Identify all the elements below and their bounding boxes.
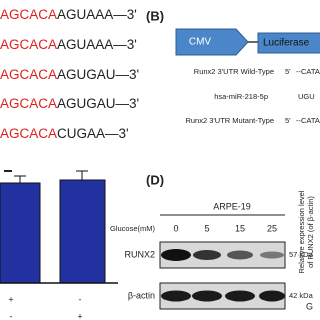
seed-match: AGCACA [0, 96, 57, 111]
dose: 5 [204, 223, 209, 233]
sequence: AGCACACUGAA—3' [0, 126, 129, 141]
band [192, 290, 222, 302]
row-end: 5' [285, 67, 291, 76]
treatment-sign: + [8, 294, 13, 304]
axis-label: Relative expression level [297, 190, 306, 273]
promoter-label: CMV [189, 37, 212, 48]
sequence-rest: AGUGAU—3' [57, 96, 139, 111]
sequence-rest: AGUAAA—3' [57, 37, 137, 52]
row-end: 5' [285, 116, 291, 125]
sequence-list: AGCACAAGUAAA—3'AGCACAAGUAAA—3'AGCACAAGUG… [0, 7, 139, 141]
band [193, 250, 221, 260]
protein-label: β-actin [128, 290, 155, 300]
sequence: AGCACAAGUAAA—3' [0, 37, 137, 52]
reporter-label: Luciferase [263, 38, 310, 49]
protein-label: RUNX2 [124, 249, 155, 259]
promoter-arrow [175, 28, 249, 56]
row-name: hsa-miR-218-5p [214, 92, 268, 101]
sequence-rest: AGUGAU—3' [57, 67, 139, 82]
reporter-box [257, 32, 320, 54]
bar [0, 182, 41, 284]
error-bar [14, 170, 88, 183]
sequence-rest: CUGAA—3' [57, 126, 129, 141]
treatment-sign: - [10, 311, 13, 320]
treatment-sign: + [77, 311, 82, 320]
dose: 15 [235, 223, 245, 233]
dose: 25 [267, 223, 277, 233]
band [227, 250, 253, 260]
band [161, 290, 191, 302]
seed-match: AGCACA [0, 67, 57, 82]
row-sequence: --CATA [296, 116, 320, 125]
band [260, 251, 284, 259]
sequence: AGCACAAGUAAA—3' [0, 7, 137, 22]
row-sequence: --CATA [296, 67, 320, 76]
dose: 0 [173, 223, 178, 233]
axis-label: of RUNX2 (of β-actin) [306, 196, 315, 268]
size-label: 42 kDa [289, 291, 314, 300]
bar [59, 179, 106, 284]
seed-match: AGCACA [0, 7, 57, 22]
band [259, 290, 285, 302]
row-name: Runx2 3'UTR Mutant-Type [185, 116, 274, 125]
size-label: 57 kDa [289, 250, 314, 259]
sequence: AGCACAAGUGAU—3' [0, 67, 139, 82]
panel-label: (B) [146, 8, 164, 23]
row-sequence: UGU [298, 92, 315, 101]
seed-match: AGCACA [0, 37, 57, 52]
seed-match: AGCACA [0, 126, 57, 141]
cell-line: ARPE-19 [213, 201, 251, 211]
band [161, 249, 191, 261]
band [225, 290, 255, 302]
sequence: AGCACAAGUGAU—3' [0, 96, 139, 111]
condition-label: Glucose(mM) [110, 224, 156, 233]
treatment-sign: - [79, 294, 82, 304]
row-name: Runx2 3'UTR Wild-Type [194, 67, 274, 76]
panel-fragment: G [306, 301, 313, 311]
panel-label: (D) [146, 172, 164, 187]
sequence-rest: AGUAAA—3' [57, 7, 137, 22]
